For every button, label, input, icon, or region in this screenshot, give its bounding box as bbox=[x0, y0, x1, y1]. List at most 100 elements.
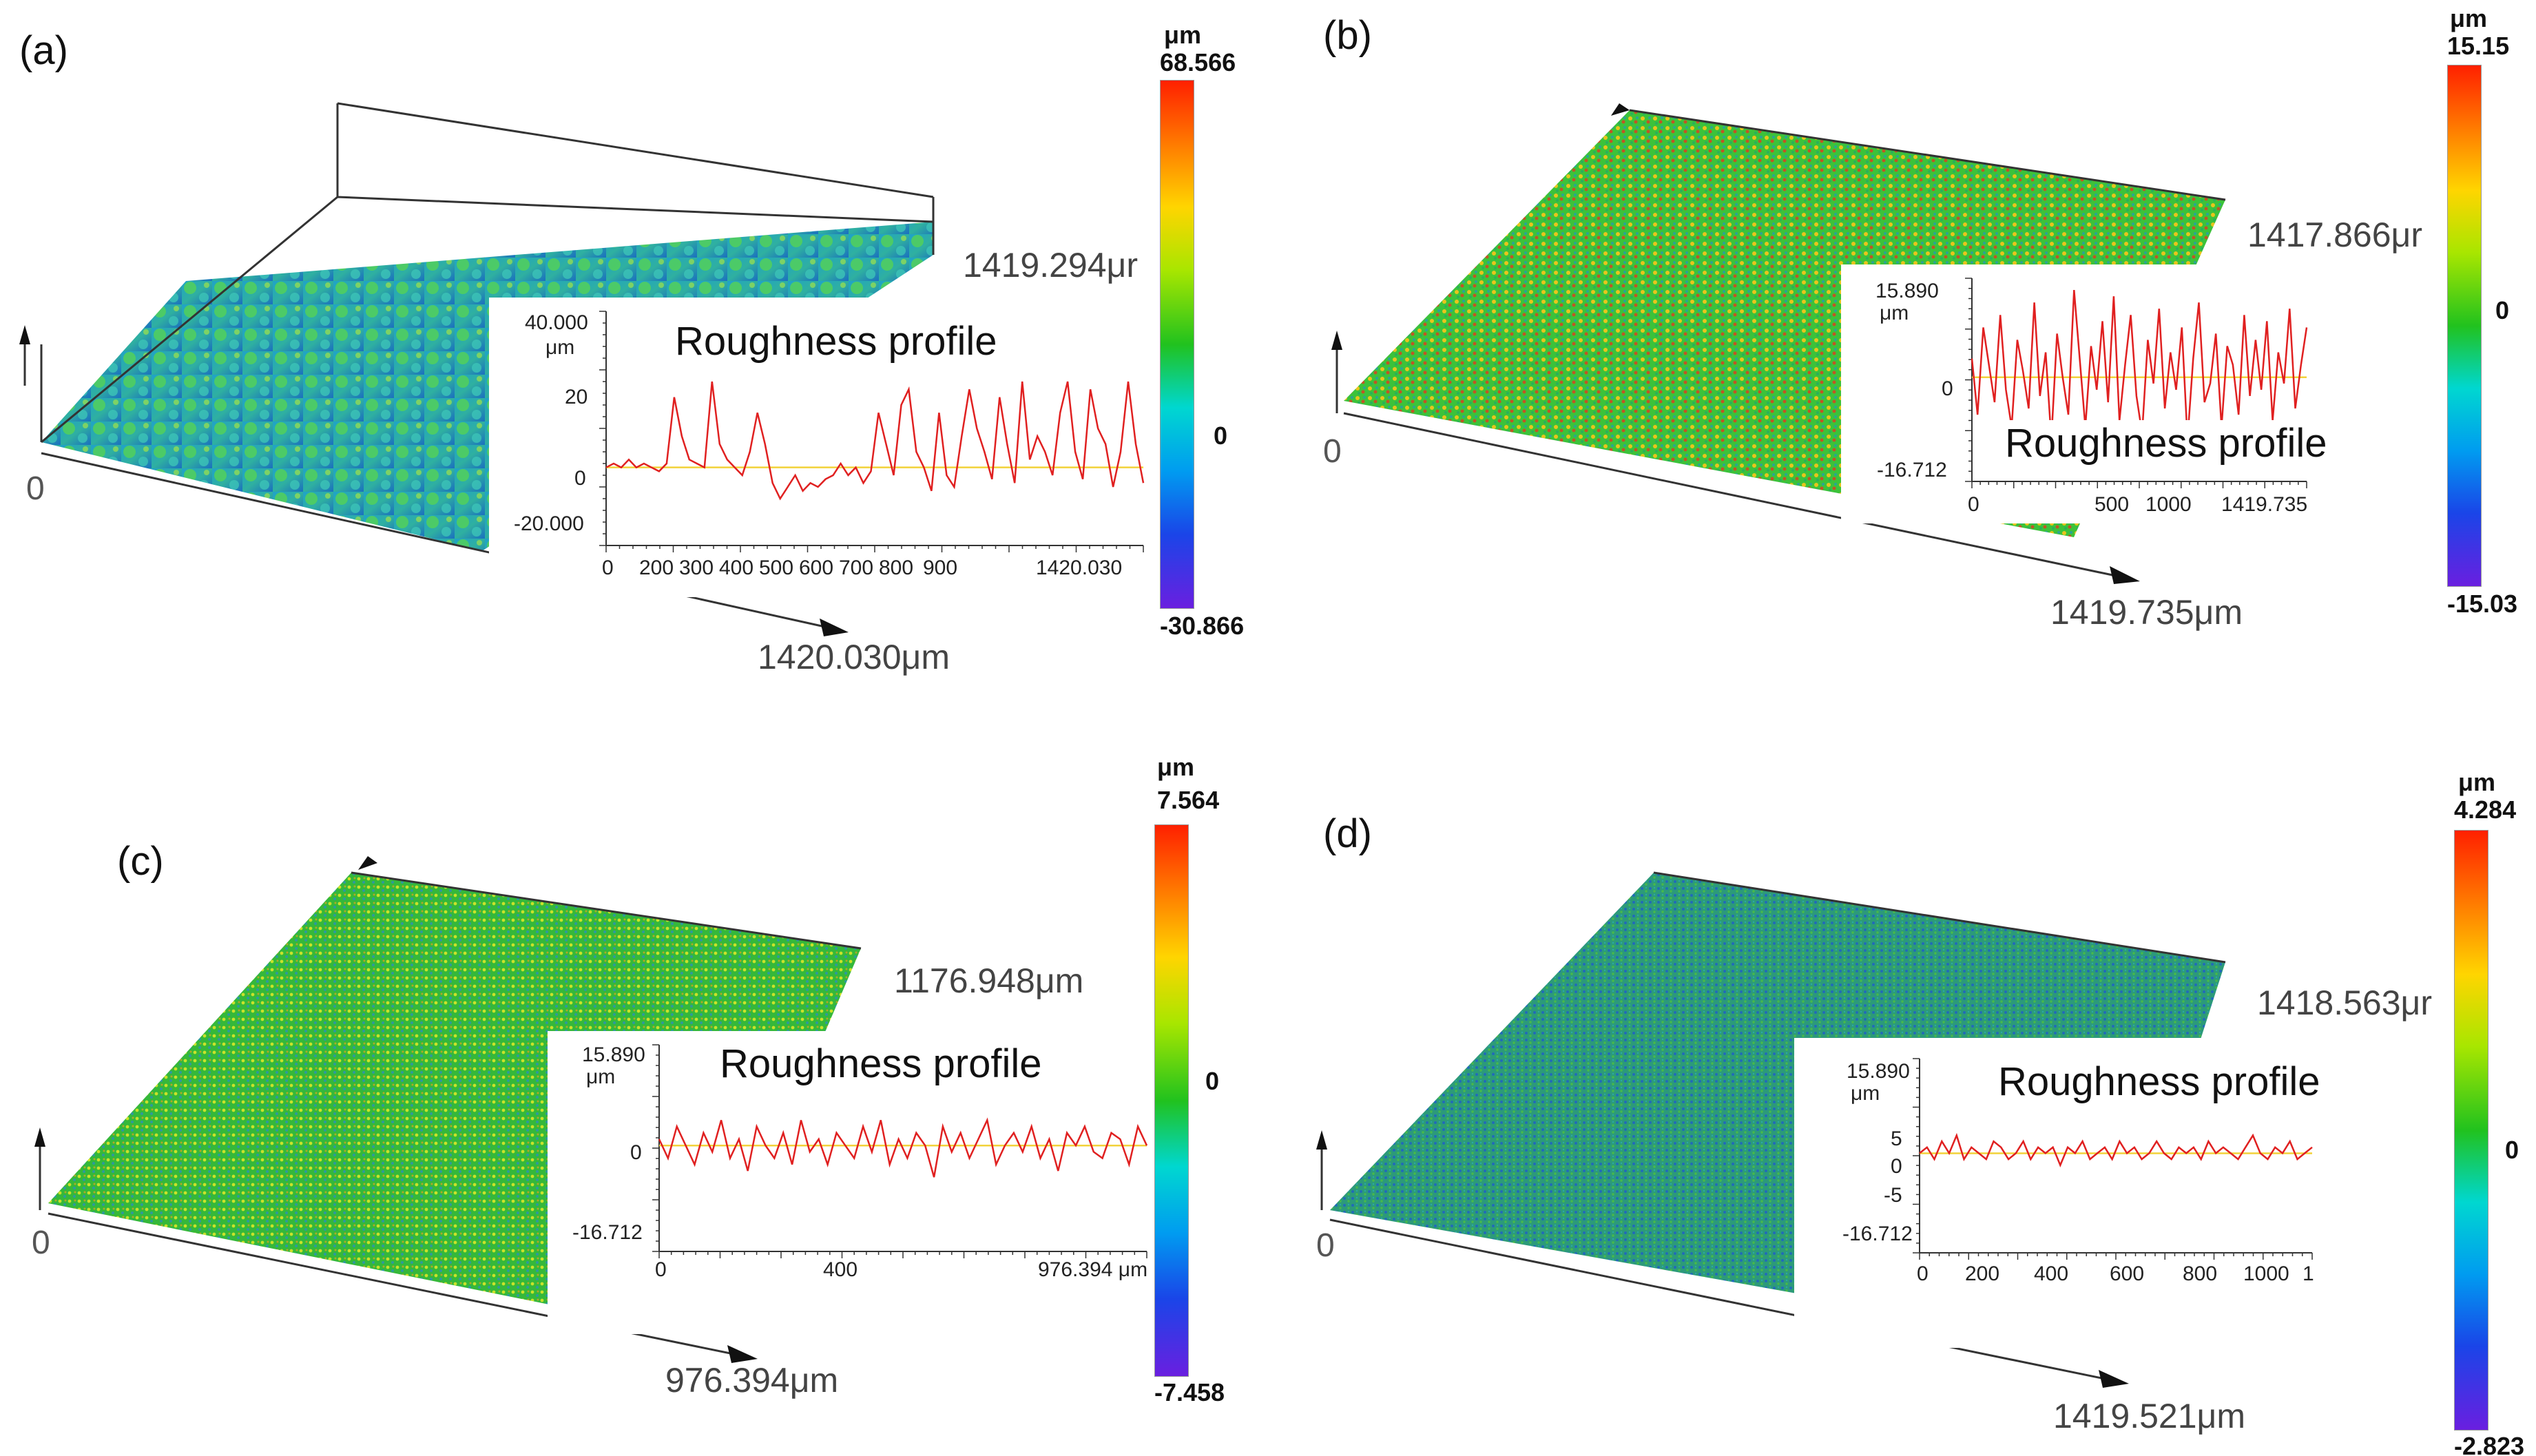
inset-title: Roughness profile bbox=[675, 319, 997, 364]
origin-label: 0 bbox=[32, 1225, 50, 1261]
panel-b: (b) 0 1417.866μr 1419.735μm 15.890 μm 0 … bbox=[1268, 0, 2536, 728]
colorbar-min: -30.866 bbox=[1160, 612, 1245, 640]
panel-label: (c) bbox=[117, 839, 164, 884]
x-tick-label: 0 bbox=[602, 557, 614, 579]
x-tick-label: 900 bbox=[923, 557, 958, 579]
colorbar bbox=[1160, 80, 1194, 609]
y-tick-label: 15.890 bbox=[1847, 1060, 1910, 1083]
colorbar-unit: μm bbox=[1157, 753, 1195, 781]
y-tick-label: -16.712 bbox=[572, 1221, 643, 1244]
profile-plot bbox=[1913, 1058, 2313, 1260]
y-tick-label: -20.000 bbox=[514, 512, 584, 535]
colorbar-min: -15.03 bbox=[2447, 590, 2518, 618]
origin-label: 0 bbox=[26, 470, 45, 507]
x-tick-label: 600 bbox=[2110, 1262, 2145, 1285]
panel-label: (b) bbox=[1323, 13, 1372, 58]
arrow-icon bbox=[34, 1127, 45, 1147]
arrow-icon bbox=[727, 1345, 758, 1363]
y-tick-label: 40.000 bbox=[525, 311, 588, 334]
colorbar-unit: μm bbox=[2450, 4, 2488, 32]
length-axis bbox=[1343, 412, 2130, 580]
colorbar-zero: 0 bbox=[1214, 422, 1228, 450]
origin-label: 0 bbox=[1316, 1227, 1335, 1264]
inset-title: Roughness profile bbox=[720, 1041, 1042, 1086]
y-unit-label: μm bbox=[545, 336, 575, 359]
colorbar-zero: 0 bbox=[2495, 296, 2510, 324]
x-tick-label: 200 bbox=[1965, 1262, 2000, 1285]
x-tick-label: 200 bbox=[639, 557, 674, 579]
x-tick-label: 1000 bbox=[2145, 493, 2192, 516]
arrow-icon bbox=[2099, 1370, 2129, 1388]
inset-title: Roughness profile bbox=[1998, 1059, 2320, 1104]
y-tick-label: 15.890 bbox=[1875, 280, 1939, 302]
width-dimension-label: 1418.563μr bbox=[2257, 984, 2433, 1022]
arrow-icon bbox=[1331, 331, 1342, 350]
x-tick-label: 0 bbox=[655, 1258, 667, 1281]
width-dimension-label: 1176.948μm bbox=[894, 961, 1084, 1000]
profile-plot bbox=[1965, 278, 2308, 488]
x-tick-label: 600 bbox=[799, 557, 834, 579]
x-tick-label: 0 bbox=[1917, 1262, 1929, 1285]
roughness-profile-inset: Roughness profile 15.890 μm 0 -16.712 0 … bbox=[548, 1031, 1154, 1334]
bounding-box bbox=[351, 871, 862, 950]
colorbar-zero: 0 bbox=[1205, 1067, 1220, 1095]
x-tick-label: 976.394 μm bbox=[1038, 1258, 1148, 1281]
colorbar-unit: μm bbox=[1164, 21, 1202, 49]
width-dimension-label: 1417.866μr bbox=[2247, 216, 2423, 254]
panel-label: (d) bbox=[1323, 811, 1372, 856]
y-tick-label: 15.890 bbox=[582, 1043, 645, 1066]
length-dimension-label: 976.394μm bbox=[665, 1361, 839, 1400]
profile-series-line bbox=[605, 381, 1145, 501]
profile-plot bbox=[652, 1044, 1148, 1258]
bounding-box bbox=[1653, 871, 2226, 964]
profile-series-line bbox=[1971, 289, 2308, 440]
profile-plot bbox=[599, 311, 1145, 552]
colorbar-max: 4.284 bbox=[2454, 795, 2517, 824]
arrow-icon bbox=[820, 618, 849, 636]
y-tick-label: 0 bbox=[1942, 377, 1953, 400]
inset-title: Roughness profile bbox=[2001, 420, 2331, 466]
y-unit-label: μm bbox=[1851, 1082, 1880, 1105]
panel-c: (c) 0 1176.948μm 976.394μm Roughness pro… bbox=[0, 728, 1268, 1456]
colorbar-max: 68.566 bbox=[1160, 48, 1236, 76]
bounding-box bbox=[1629, 109, 2226, 201]
length-dimension-label: 1419.735μm bbox=[2050, 593, 2243, 632]
y-tick-label: 0 bbox=[574, 467, 586, 490]
profile-series-line bbox=[1919, 1132, 2313, 1167]
x-tick-label: 1000 bbox=[2243, 1262, 2289, 1285]
colorbar-zero: 0 bbox=[2505, 1136, 2519, 1164]
length-axis bbox=[1329, 1218, 2116, 1382]
x-tick-label: 800 bbox=[879, 557, 914, 579]
roughness-profile-inset: Roughness profile 40.000 μm 20 0 -20.000… bbox=[489, 298, 1150, 597]
y-tick-label: 20 bbox=[565, 386, 588, 408]
arrow-icon bbox=[2110, 566, 2140, 584]
arrow-icon bbox=[19, 325, 30, 344]
colorbar bbox=[2454, 830, 2488, 1431]
y-tick-label: -16.712 bbox=[1842, 1223, 1913, 1245]
x-tick-label: 1419.735 bbox=[2221, 493, 2308, 516]
x-tick-label: 400 bbox=[823, 1258, 858, 1281]
colorbar bbox=[1154, 824, 1189, 1377]
x-tick-label: 400 bbox=[719, 557, 754, 579]
profile-series-line bbox=[658, 1117, 1148, 1178]
y-tick-label: 0 bbox=[630, 1141, 642, 1164]
colorbar-max: 7.564 bbox=[1157, 786, 1220, 814]
roughness-profile-inset: 15.890 μm 0 -16.712 0 500 1000 1419.735 … bbox=[1841, 264, 2331, 523]
length-dimension-label: 1419.521μm bbox=[2053, 1397, 2246, 1435]
panel-label: (a) bbox=[19, 28, 68, 73]
roughness-profile-inset: Roughness profile 15.890 μm 5 0 -5 -16.7… bbox=[1794, 1038, 2320, 1348]
length-dimension-label: 1420.030μm bbox=[758, 638, 950, 676]
origin-label: 0 bbox=[1323, 433, 1342, 470]
arrow-icon bbox=[1316, 1130, 1327, 1150]
x-tick-label: 500 bbox=[2095, 493, 2130, 516]
y-tick-label: 5 bbox=[1891, 1127, 1902, 1150]
x-tick-label: 1420.030 bbox=[1036, 557, 1123, 579]
panel-d: (d) 0 1418.563μr 1419.521μm Roughness pr… bbox=[1268, 728, 2536, 1456]
width-dimension-label: 1419.294μr bbox=[963, 246, 1139, 284]
x-tick-label: 300 bbox=[679, 557, 714, 579]
x-tick-label: 500 bbox=[759, 557, 794, 579]
y-unit-label: μm bbox=[1880, 302, 1909, 324]
x-tick-label: 700 bbox=[839, 557, 874, 579]
colorbar-min: -7.458 bbox=[1154, 1378, 1225, 1406]
panel-a: (a) 0 1419.294μr 1420.030μm Roughness pr… bbox=[0, 0, 1268, 728]
